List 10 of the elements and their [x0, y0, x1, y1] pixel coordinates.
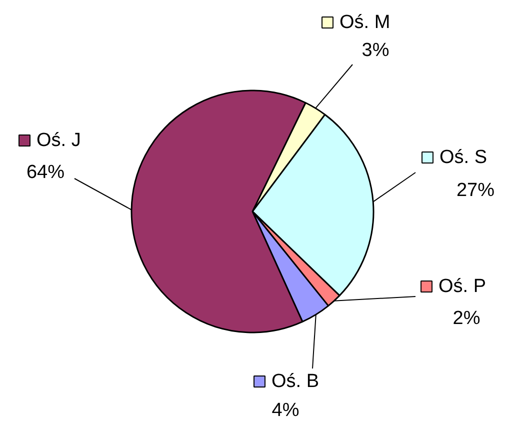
data-label: 3% [362, 40, 390, 61]
legend-label: Oś. J [36, 130, 81, 151]
data-label: 64% [26, 162, 65, 183]
legend-label: Oś. P [438, 276, 486, 297]
data-label: 2% [452, 308, 480, 329]
data-label: 27% [456, 180, 495, 201]
legend-label: Oś. S [440, 147, 488, 168]
data-label: 4% [272, 400, 300, 421]
legend-label: Oś. M [340, 12, 390, 33]
legend-label: Oś. B [272, 371, 320, 392]
